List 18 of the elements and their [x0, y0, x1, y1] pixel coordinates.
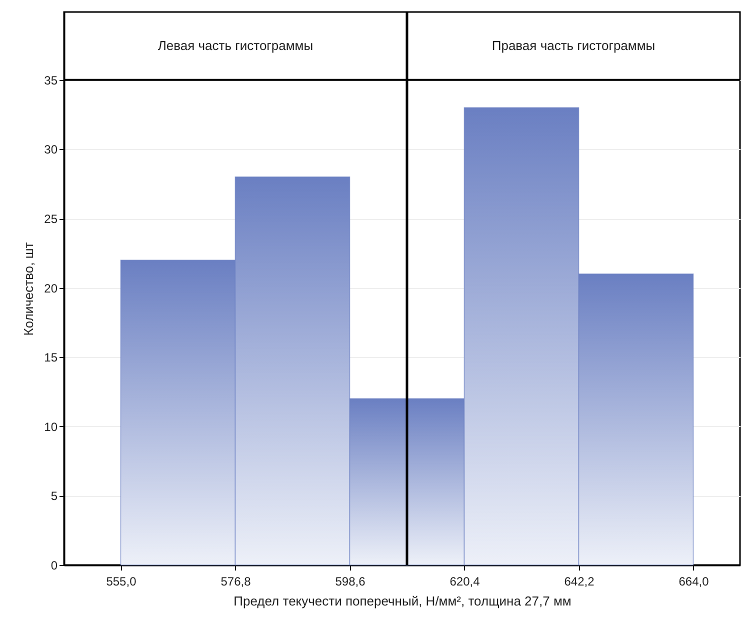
y-tick-label: 0 — [50, 558, 58, 572]
y-tick-label: 15 — [44, 350, 58, 365]
y-tick-label: 20 — [44, 281, 58, 296]
y-tick-label: 30 — [44, 142, 58, 157]
y-tick-label: 5 — [50, 489, 58, 504]
x-tick-label: 598,6 — [335, 574, 366, 588]
y-tick-label: 35 — [44, 73, 58, 88]
x-axis-title: Предел текучести поперечный, Н/мм², толщина 27,7 мм — [234, 594, 572, 608]
y-tick-label: 10 — [44, 420, 58, 434]
annotation: Левая часть гистограммы — [158, 38, 314, 53]
x-tick-label: 620,4 — [450, 574, 480, 588]
x-tick-label: 664,0 — [678, 574, 710, 588]
x-tick-label: 555,0 — [106, 574, 137, 588]
annotation: Правая часть гистограммы — [492, 38, 656, 53]
x-tick-label: 642,2 — [564, 574, 595, 588]
y-axis-title: Количество, шт — [21, 242, 36, 336]
x-tick-label: 576,8 — [220, 574, 252, 588]
y-tick-label: 25 — [44, 212, 58, 226]
